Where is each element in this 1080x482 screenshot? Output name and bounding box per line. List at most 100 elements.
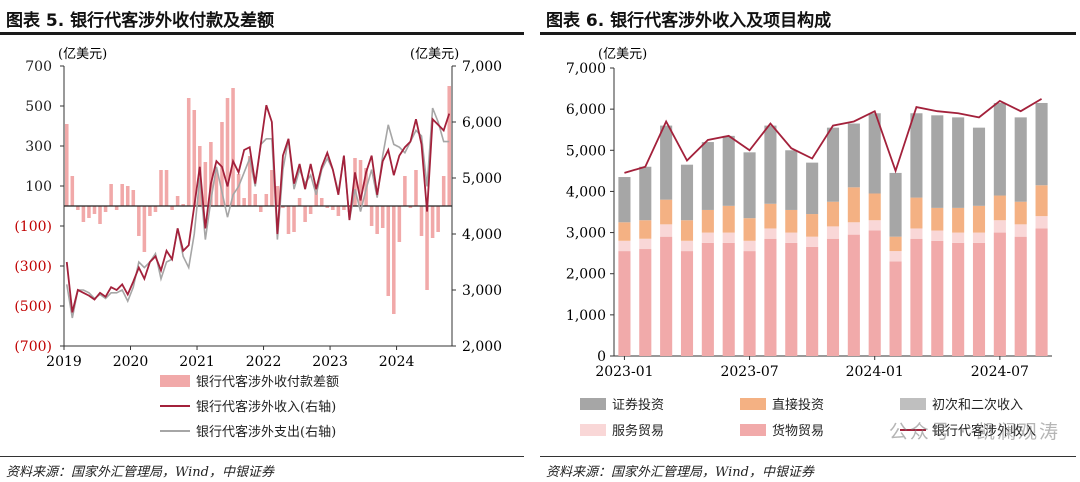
right-tick-label: 2,000 [462,339,502,355]
diff-bar [98,206,102,224]
diff-bar [137,206,141,236]
y-tick-label: 7,000 [566,61,606,77]
diff-bar [392,206,396,314]
diff-bar [253,194,258,206]
diff-bar [175,196,180,206]
x-tick-label: 2019 [46,354,82,370]
diff-bar [247,156,252,206]
bar-货物贸易 [785,242,798,356]
diff-bar [231,88,235,206]
bar-证券投资 [806,162,819,215]
diff-bar [125,186,130,206]
diff-bar [303,206,307,222]
bar-证券投资 [889,172,902,237]
bar-证券投资 [680,164,694,221]
diff-bar [242,198,246,206]
bar-直接投资 [722,205,735,233]
diff-bar [148,206,152,216]
left-tick-label: (700) [14,339,52,355]
legend-label-expense: 银行代客涉外支出(右轴) [196,424,336,440]
left-axis-unit: (亿美元) [58,47,107,62]
diff-bar [308,206,313,214]
left-bottom-rule [0,456,524,457]
diff-bar [319,198,324,206]
bar-直接投资 [826,201,840,227]
diff-bar [114,206,119,210]
diff-bar [258,206,263,212]
x-tick-label: 2024-07 [971,364,1029,380]
bar-证券投资 [743,152,756,219]
diff-bar [314,184,318,206]
bar-货物贸易 [931,240,944,356]
bar-服务贸易 [639,238,652,250]
bar-货物贸易 [680,251,694,356]
bar-货物贸易 [868,230,881,356]
bar-证券投资 [639,166,652,221]
bar-直接投资 [618,222,631,241]
diff-bar [380,206,385,228]
y-tick-label: 4,000 [566,184,606,200]
diff-bar [181,204,185,206]
diff-bar [414,170,418,206]
left-tick-label: 100 [25,179,52,195]
bar-直接投资 [931,207,944,231]
diff-bar [76,206,80,210]
bar-证券投资 [701,142,714,210]
bar-服务贸易 [785,232,798,243]
diff-bar [342,206,346,210]
bar-服务贸易 [972,232,986,243]
diff-bar [131,190,136,206]
bar-证券投资 [660,125,673,200]
y-tick-label: 0 [597,349,606,365]
diff-bar [397,206,402,242]
right-tick-label: 5,000 [462,171,502,187]
diff-bar [209,142,213,206]
left-tick-label: 500 [25,99,52,115]
diff-bar [336,206,341,216]
legend-label: 货物贸易 [772,423,824,439]
bar-证券投资 [910,113,923,198]
diff-bar [275,186,280,206]
right-tick-label: 3,000 [462,283,502,299]
bar-直接投资 [889,236,902,252]
right-tick-label: 7,000 [462,59,502,75]
bar-证券投资 [764,125,777,204]
legend-label: 服务贸易 [612,423,664,439]
diff-bar [425,206,429,290]
left-chart: (亿美元) (亿美元) 700 500 300 100 (100) (300) (500) (70… [14,47,502,440]
diff-bar [281,206,285,208]
bar-证券投资 [868,113,881,194]
income-line [65,104,451,313]
right-source: 资料来源：国家外汇管理局，Wind，中银证券 [546,465,814,480]
diff-bar [153,206,158,212]
bar-服务贸易 [826,226,840,239]
legend-label-diff: 银行代客涉外收付款差额 [196,374,339,390]
right-title-rule [540,32,1076,35]
bar-证券投资 [1035,102,1048,186]
bar-证券投资 [931,115,944,208]
left-panel: 图表 5. 银行代客涉外收付款及差额 (亿美元) (亿美元) 700 500 300 10… [0,0,528,482]
left-tick-label: 300 [25,139,52,155]
bar-证券投资 [972,127,986,206]
right-tick-label: 4,000 [462,227,502,243]
bar-服务贸易 [722,232,735,243]
bar-货物贸易 [972,242,986,356]
legend-label: 初次和二次收入 [932,397,1023,413]
bar-直接投资 [660,199,673,225]
bar-直接投资 [680,220,694,241]
right-bottom-rule [540,456,1076,457]
diff-bar [159,170,163,206]
diff-bar [331,206,335,210]
bar-证券投资 [785,150,798,210]
bar-直接投资 [952,207,965,233]
legend-swatch [740,398,766,410]
legend-swatch [900,398,926,410]
diff-bar [120,184,124,206]
diff-bar [214,170,219,206]
bar-服务贸易 [1014,224,1027,237]
legend-swatch [740,424,766,436]
bar-直接投资 [785,209,798,233]
diff-bar [419,206,424,236]
left-title-rule [0,32,524,35]
bar-服务贸易 [743,240,756,252]
